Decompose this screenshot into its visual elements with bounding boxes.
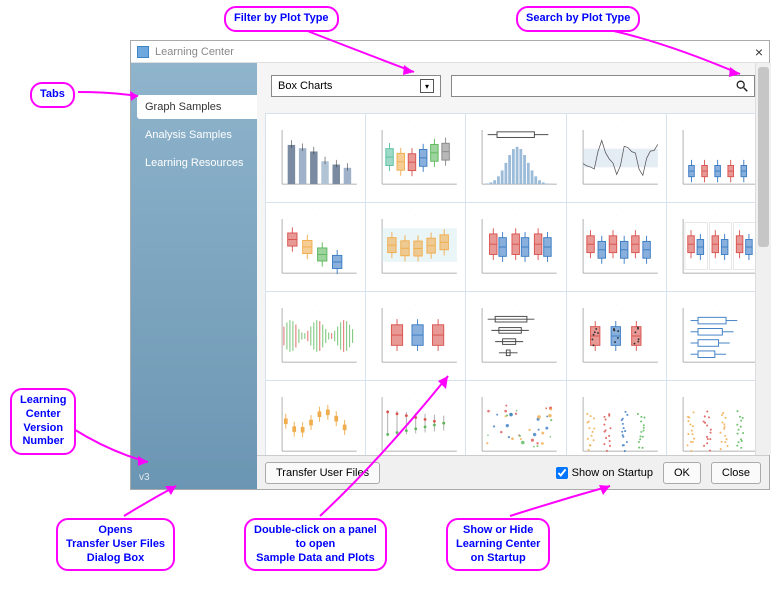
- thumbnail-panel[interactable]: ·: [566, 380, 667, 456]
- window-title: Learning Center: [155, 46, 234, 58]
- svg-text:·: ·: [716, 391, 717, 395]
- app-icon: [137, 46, 149, 58]
- thumbnail-panel[interactable]: ·: [566, 202, 667, 292]
- thumbnail-panel[interactable]: ·: [666, 113, 767, 203]
- svg-text:·: ·: [616, 124, 617, 128]
- svg-text:·: ·: [516, 124, 517, 128]
- svg-text:·: ·: [415, 391, 416, 395]
- svg-text:·: ·: [616, 213, 617, 217]
- plot-type-select[interactable]: Box Charts ▾: [271, 75, 441, 97]
- callout-filter: Filter by Plot Type: [224, 6, 339, 32]
- thumbnail-panel[interactable]: ·: [566, 291, 667, 381]
- svg-text:·: ·: [716, 213, 717, 217]
- thumbnail-panel[interactable]: ·: [666, 291, 767, 381]
- thumbnail-panel[interactable]: ·: [465, 291, 566, 381]
- callout-tabs: Tabs: [30, 82, 75, 108]
- svg-text:·: ·: [315, 302, 316, 306]
- svg-text:·: ·: [616, 302, 617, 306]
- thumbnail-panel[interactable]: ·: [265, 113, 366, 203]
- svg-text:·: ·: [516, 213, 517, 217]
- thumbnail-panel[interactable]: ·: [265, 202, 366, 292]
- callout-search: Search by Plot Type: [516, 6, 640, 32]
- plot-type-value: Box Charts: [278, 80, 332, 92]
- ok-button[interactable]: OK: [663, 462, 701, 484]
- svg-text:·: ·: [415, 213, 416, 217]
- thumbnail-grid-wrap: · · · · · · · · · · · · ·: [257, 109, 769, 455]
- callout-transfer: Opens Transfer User Files Dialog Box: [56, 518, 175, 571]
- svg-text:·: ·: [516, 391, 517, 395]
- svg-text:·: ·: [616, 391, 617, 395]
- show-on-startup-checkbox[interactable]: Show on Startup: [556, 467, 653, 479]
- thumbnail-panel[interactable]: ·: [465, 380, 566, 456]
- thumbnail-panel[interactable]: ·: [566, 113, 667, 203]
- callout-panel: Double-click on a panel to open Sample D…: [244, 518, 387, 571]
- thumbnail-panel[interactable]: ·: [265, 291, 366, 381]
- footer: Transfer User Files Show on Startup OK C…: [257, 455, 769, 489]
- thumbnail-panel[interactable]: ·: [666, 202, 767, 292]
- tab-analysis-samples[interactable]: Analysis Samples: [137, 123, 257, 147]
- thumbnail-panel[interactable]: ·: [265, 380, 366, 456]
- svg-text:·: ·: [516, 302, 517, 306]
- svg-text:·: ·: [315, 391, 316, 395]
- thumbnail-panel[interactable]: ·: [365, 291, 466, 381]
- main-panel: Box Charts ▾ · · · · · ·: [257, 63, 769, 489]
- thumbnail-panel[interactable]: ·: [365, 380, 466, 456]
- svg-text:·: ·: [415, 124, 416, 128]
- close-button[interactable]: Close: [711, 462, 761, 484]
- svg-text:·: ·: [315, 213, 316, 217]
- search-field[interactable]: [451, 75, 755, 97]
- thumbnail-panel[interactable]: ·: [666, 380, 767, 456]
- thumbnail-grid: · · · · · · · · · · · · ·: [265, 113, 767, 455]
- tab-graph-samples[interactable]: Graph Samples: [137, 95, 257, 119]
- thumbnail-panel[interactable]: ·: [465, 113, 566, 203]
- callout-startup: Show or Hide Learning Center on Startup: [446, 518, 550, 571]
- search-input[interactable]: [456, 80, 734, 92]
- titlebar: Learning Center ×: [131, 41, 769, 63]
- search-icon[interactable]: [734, 78, 750, 94]
- close-icon[interactable]: ×: [755, 44, 763, 60]
- svg-text:·: ·: [415, 302, 416, 306]
- learning-center-window: Learning Center × Graph Samples Analysis…: [130, 40, 770, 490]
- scrollbar[interactable]: [755, 63, 771, 455]
- scrollbar-thumb[interactable]: [758, 67, 769, 247]
- chevron-down-icon: ▾: [420, 79, 434, 93]
- thumbnail-panel[interactable]: ·: [365, 113, 466, 203]
- svg-text:·: ·: [716, 124, 717, 128]
- callout-version: Learning Center Version Number: [10, 388, 76, 455]
- sidebar: Graph Samples Analysis Samples Learning …: [131, 63, 257, 489]
- window-body: Graph Samples Analysis Samples Learning …: [131, 63, 769, 489]
- transfer-user-files-button[interactable]: Transfer User Files: [265, 462, 380, 484]
- svg-text:·: ·: [716, 302, 717, 306]
- thumbnail-panel[interactable]: ·: [365, 202, 466, 292]
- tab-learning-resources[interactable]: Learning Resources: [137, 151, 257, 175]
- show-on-startup-input[interactable]: [556, 467, 568, 479]
- thumbnail-panel[interactable]: ·: [465, 202, 566, 292]
- svg-text:·: ·: [315, 124, 316, 128]
- version-label: v3: [139, 472, 150, 483]
- filter-bar: Box Charts ▾: [257, 63, 769, 109]
